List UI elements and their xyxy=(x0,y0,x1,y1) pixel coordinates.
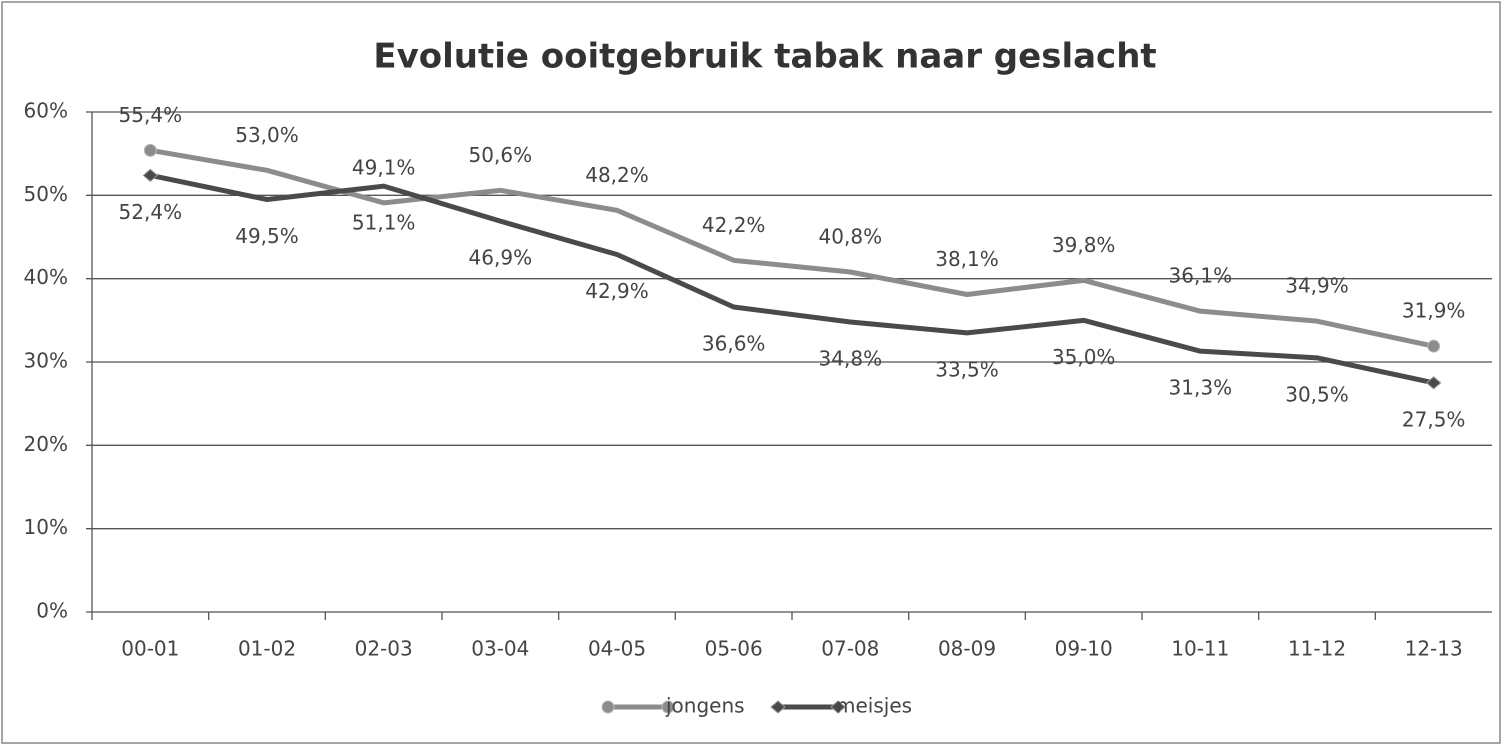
data-label: 40,8% xyxy=(819,225,883,249)
data-label: 49,5% xyxy=(235,224,299,248)
y-tick-label: 20% xyxy=(24,432,68,456)
data-label: 27,5% xyxy=(1402,407,1466,431)
data-label: 53,0% xyxy=(235,123,299,147)
data-label: 34,9% xyxy=(1285,274,1349,298)
y-tick-label: 40% xyxy=(24,265,68,289)
data-label: 33,5% xyxy=(935,357,999,381)
legend-marker xyxy=(770,700,786,714)
x-tick-label: 07-08 xyxy=(821,637,879,661)
y-tick-label: 30% xyxy=(24,349,68,373)
data-label: 36,6% xyxy=(702,332,766,356)
x-tick-label: 00-01 xyxy=(121,637,179,661)
legend-marker xyxy=(830,700,846,714)
data-label: 50,6% xyxy=(469,143,533,167)
data-label: 31,9% xyxy=(1402,299,1466,323)
data-label: 31,3% xyxy=(1169,376,1233,400)
point-marker xyxy=(143,143,157,157)
x-tick-label: 12-13 xyxy=(1405,637,1463,661)
data-label: 48,2% xyxy=(585,163,649,187)
y-tick-label: 10% xyxy=(24,515,68,539)
data-label: 34,8% xyxy=(819,347,883,371)
point-marker xyxy=(1425,376,1442,390)
x-tick-label: 05-06 xyxy=(705,637,763,661)
legend-label: meisjes xyxy=(836,694,912,718)
x-tick-label: 11-12 xyxy=(1288,637,1346,661)
data-label: 36,1% xyxy=(1169,264,1233,288)
legend-label: jongens xyxy=(665,694,745,718)
x-tick-label: 10-11 xyxy=(1171,637,1229,661)
data-label: 42,9% xyxy=(585,279,649,303)
data-label: 35,0% xyxy=(1052,345,1116,369)
x-tick-label: 08-09 xyxy=(938,637,996,661)
chart-title: Evolutie ooitgebruik tabak naar geslacht xyxy=(373,37,1156,77)
data-label: 55,4% xyxy=(119,103,183,127)
y-tick-label: 60% xyxy=(24,99,68,123)
series-line xyxy=(149,147,1435,349)
x-tick-label: 01-02 xyxy=(238,637,296,661)
point-marker xyxy=(142,168,159,182)
data-label: 52,4% xyxy=(119,200,183,224)
legend-marker xyxy=(661,700,675,714)
y-tick-label: 0% xyxy=(36,599,68,623)
data-label: 42,2% xyxy=(702,213,766,237)
y-tick-label: 50% xyxy=(24,182,68,206)
series-line xyxy=(149,172,1435,386)
legend-marker xyxy=(601,700,615,714)
data-label: 46,9% xyxy=(469,246,533,270)
x-tick-label: 02-03 xyxy=(355,637,413,661)
data-label: 51,1% xyxy=(352,211,416,235)
x-tick-label: 09-10 xyxy=(1055,637,1113,661)
point-marker xyxy=(1427,339,1441,353)
data-label: 39,8% xyxy=(1052,233,1116,257)
data-label: 38,1% xyxy=(935,247,999,271)
x-tick-label: 04-05 xyxy=(588,637,646,661)
data-label: 30,5% xyxy=(1285,382,1349,406)
x-tick-label: 03-04 xyxy=(471,637,529,661)
data-label: 49,1% xyxy=(352,155,416,179)
